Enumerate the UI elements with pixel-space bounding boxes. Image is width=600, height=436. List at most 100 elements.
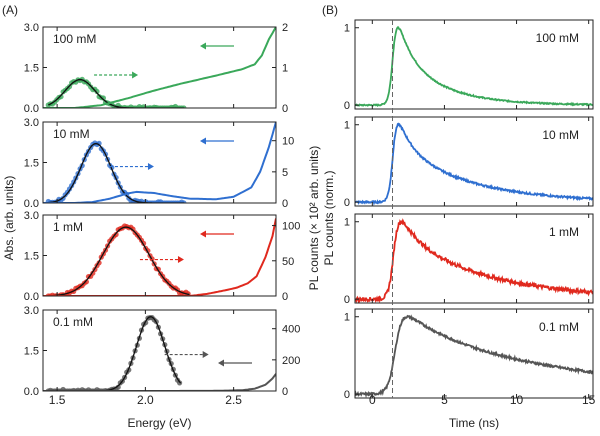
abs-axis-arrow-head <box>200 42 206 50</box>
right-tick-label: 2 <box>282 22 288 34</box>
right-tick-label: 10 <box>282 136 294 148</box>
y-tick-label: 1 <box>344 120 350 132</box>
pl-fit-line <box>48 79 185 108</box>
right-tick-label: 200 <box>282 355 300 367</box>
panel-a-label: (A) <box>2 3 18 17</box>
x-tick-label: 5 <box>441 393 448 407</box>
absorption-line <box>43 27 276 108</box>
pl-fit-line <box>48 226 190 296</box>
y-tick-label: 1 <box>344 312 350 324</box>
x-axis-label: Time (ns) <box>449 416 499 430</box>
concentration-label: 10 mM <box>53 127 90 141</box>
right-tick-label: 0 <box>282 291 288 303</box>
pl-axis-arrow-head <box>177 256 184 264</box>
right-tick-label: 50 <box>282 256 294 268</box>
subplot-a-1mM: 0.0 1.5 3.0 0 50 100 1 mM <box>24 210 301 303</box>
left-tick-label: 1.5 <box>24 251 39 263</box>
subplot-b-1mM: 0 1 1 mM <box>344 213 594 306</box>
panel-b-label: (B) <box>322 3 338 17</box>
left-tick-label: 3.0 <box>24 305 39 317</box>
y-tick-label: 0 <box>344 100 350 112</box>
left-tick-label: 1.5 <box>24 158 39 170</box>
pl-data-point <box>100 95 106 101</box>
subplot-a-100mM: 0.0 1.5 3.0 0 1 2 100 mM <box>24 22 288 115</box>
x-tick-label: 0 <box>369 393 376 407</box>
abs-axis-arrow-head <box>200 137 206 145</box>
right-tick-label: 100 <box>282 221 300 233</box>
subplot-a-10mM: 0.0 1.5 3.0 0 5 10 10 mM <box>24 117 295 210</box>
subplot-b-10mM: 0 1 10 mM <box>344 116 594 209</box>
concentration-label: 100 mM <box>536 31 579 45</box>
y-tick-label: 1 <box>344 217 350 229</box>
left-tick-label: 0.0 <box>24 386 39 398</box>
left-tick-label: 0.0 <box>24 291 39 303</box>
pl-axis-arrow <box>139 256 184 264</box>
subplot-frame <box>354 213 594 304</box>
decay-curve <box>355 314 593 398</box>
y-tick-label: 1 <box>344 23 350 35</box>
subplot-a-01mM: 0.0 1.5 3.0 0 200 400 0.1 mM <box>24 305 301 398</box>
subplot-frame <box>354 19 594 110</box>
subplot-frame <box>354 308 594 399</box>
concentration-label: 1 mM <box>549 225 579 239</box>
decay-curve <box>355 26 593 107</box>
concentration-label: 10 mM <box>542 128 579 142</box>
left-tick-label: 1.5 <box>24 63 39 75</box>
pl-data-point <box>83 279 89 285</box>
x-tick-label: 10 <box>510 393 524 407</box>
pl-axis-arrow-head <box>202 351 209 359</box>
right-tick-label: 5 <box>282 167 288 179</box>
pl-axis-arrow <box>164 351 209 359</box>
right-tick-label: 0 <box>282 386 288 398</box>
abs-axis-arrow <box>218 359 252 367</box>
left-tick-label: 3.0 <box>24 117 39 129</box>
subplot-b-01mM: 0 1 0.1 mM <box>344 308 594 401</box>
concentration-label: 0.1 mM <box>539 320 579 334</box>
abs-axis-arrow-head <box>200 230 206 238</box>
x-tick-label: 15 <box>582 393 596 407</box>
pl-data-points <box>45 223 191 296</box>
right-tick-label: 0 <box>282 198 288 210</box>
panel-a: 0.0 1.5 3.0 0 1 2 100 mM 0.0 1.5 3.0 0 5 10 10 mM 0.0 1… <box>2 22 321 430</box>
y-tick-label: 0 <box>344 389 350 401</box>
left-tick-label: 3.0 <box>24 22 39 34</box>
left-tick-label: 1.5 <box>24 346 39 358</box>
pl-data-point <box>94 88 100 95</box>
x-tick-label: 1.5 <box>49 393 66 407</box>
pl-fit-line <box>48 316 182 391</box>
pl-data-point <box>58 94 64 100</box>
subplot-frame <box>354 116 594 207</box>
pl-data-point <box>177 380 183 386</box>
abs-axis-arrow-head <box>218 359 224 367</box>
abs-axis-arrow <box>200 230 234 238</box>
pl-axis-arrow <box>94 71 139 79</box>
right-tick-label: 1 <box>282 63 288 75</box>
abs-axis-arrow <box>200 137 234 145</box>
left-tick-label: 0.0 <box>24 198 39 210</box>
concentration-label: 0.1 mM <box>53 315 93 329</box>
decay-curve <box>355 218 593 303</box>
pl-fit-line <box>48 142 185 203</box>
pl-axis-arrow <box>109 163 154 171</box>
abs-axis-arrow <box>200 42 234 50</box>
absorption-line <box>43 373 276 391</box>
x-tick-label: 2.0 <box>137 393 154 407</box>
subplot-b-100mM: 0 1 100 mM <box>344 19 594 112</box>
right-tick-label: 0 <box>282 103 288 115</box>
y-tick-label: 0 <box>344 294 350 306</box>
y-tick-label: 0 <box>344 197 350 209</box>
pl-data-point <box>115 384 121 390</box>
y-axis-label-left: Abs. (arb. units) <box>2 176 16 261</box>
y-axis-label: PL counts (norm.) <box>322 171 336 266</box>
concentration-label: 1 mM <box>53 220 83 234</box>
x-axis-label: Energy (eV) <box>127 416 191 430</box>
concentration-label: 100 mM <box>53 32 96 46</box>
panel-b: 0 1 100 mM 0 1 10 mM 0 1 1 mM 0 1 0.1 mM 0 5 10 15 Time … <box>322 19 596 430</box>
y-axis-label-right: PL counts (× 10² arb. units) <box>307 146 321 291</box>
decay-curve <box>355 122 593 206</box>
absorption-line <box>43 218 276 296</box>
pl-axis-arrow-head <box>147 163 154 171</box>
pl-axis-arrow-head <box>132 71 139 79</box>
pl-data-points <box>45 76 187 108</box>
